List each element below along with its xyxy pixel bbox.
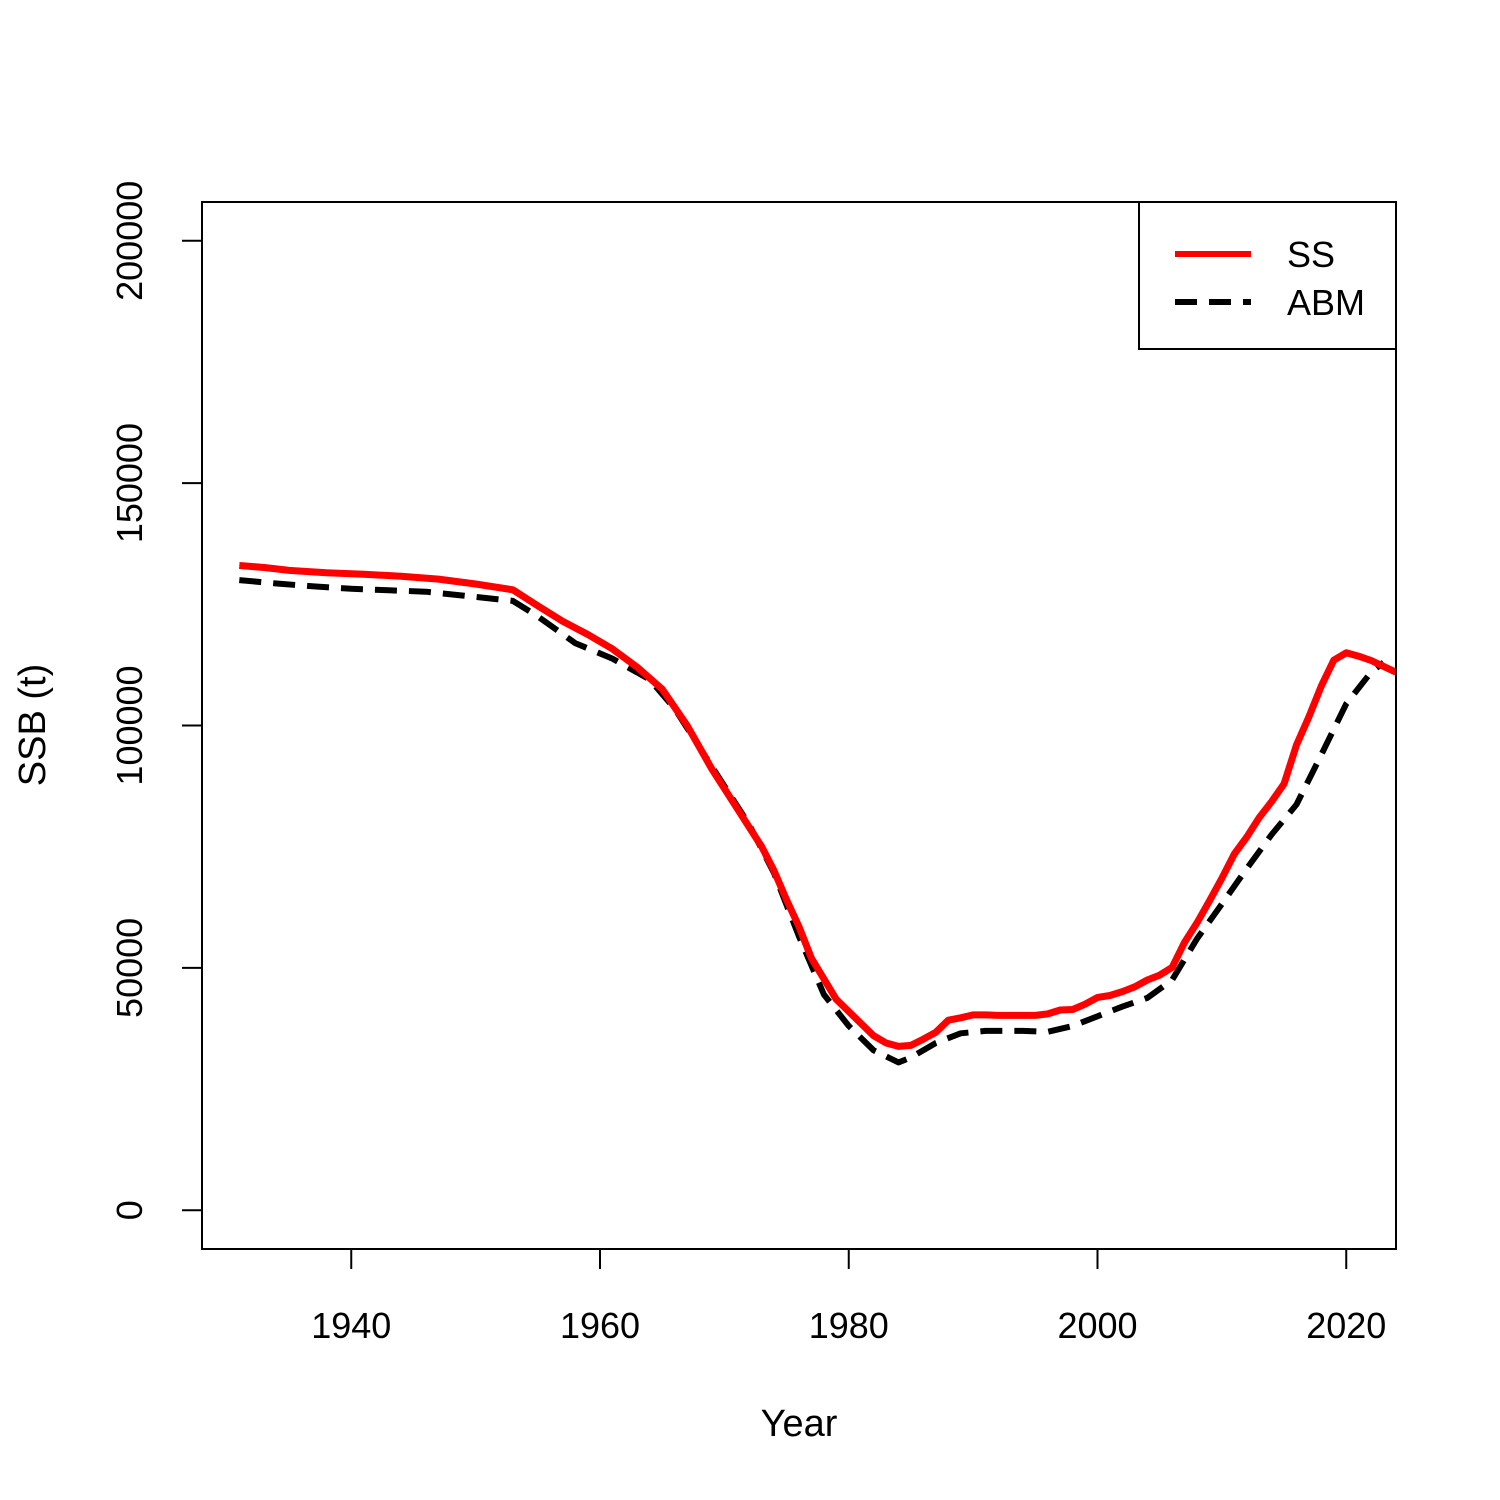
legend-label-abm: ABM: [1287, 282, 1365, 323]
axes-layer: 1940 1960 1980 2000 2020 0 50000 100000 150000 20…: [109, 181, 1386, 1346]
x-tick-label: 2020: [1306, 1305, 1386, 1346]
legend: SS ABM: [1138, 201, 1397, 350]
y-axis-label: SSB (t): [12, 664, 54, 786]
y-tick-label: 0: [109, 1200, 150, 1220]
y-tick-label: 100000: [109, 665, 150, 785]
y-tick-label: 50000: [109, 918, 150, 1018]
y-tick-label: 150000: [109, 423, 150, 543]
legend-label-ss: SS: [1287, 234, 1335, 275]
y-tick-label: 200000: [109, 181, 150, 301]
series-layer: [239, 562, 1396, 1066]
x-tick-label: 1980: [809, 1305, 889, 1346]
x-tick-label: 1940: [311, 1305, 391, 1346]
legend-box: [1138, 201, 1397, 350]
x-axis-label: Year: [761, 1403, 838, 1445]
series-line-ss: [239, 562, 1396, 1050]
x-tick-label: 1960: [560, 1305, 640, 1346]
x-tick-label: 2000: [1057, 1305, 1137, 1346]
